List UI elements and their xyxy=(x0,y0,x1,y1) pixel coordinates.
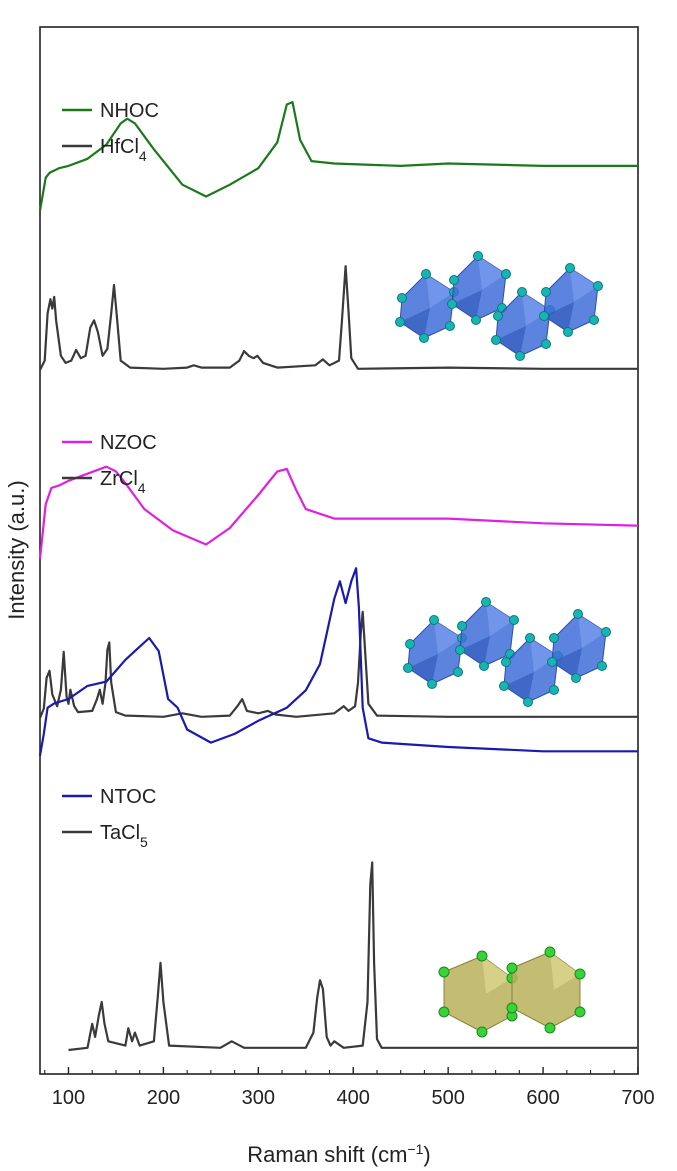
series-line-zrcl4 xyxy=(38,610,638,719)
series-line-tacl5 xyxy=(68,861,638,1052)
x-tick-label: 400 xyxy=(337,1087,370,1109)
legend-label: NTOC xyxy=(100,786,156,808)
legend-label: NHOC xyxy=(100,100,159,122)
x-tick-label: 100 xyxy=(52,1087,85,1109)
legend-layer: NHOC HfCl4 NZOC ZrCl4 NTOC TaCl5 xyxy=(62,100,159,850)
x-tick-label: 600 xyxy=(526,1087,559,1109)
series-line-nzoc xyxy=(38,465,639,559)
x-axis-title-end: ) xyxy=(423,1142,430,1167)
series-line-nhoc xyxy=(38,101,638,211)
structure-insets xyxy=(395,251,611,1038)
x-axis-title: Raman shift (cm−1) xyxy=(247,1141,430,1167)
yellow-octahedra-pair-icon xyxy=(438,946,586,1038)
spectra-layer xyxy=(38,101,639,1052)
x-tick-label: 300 xyxy=(242,1087,275,1109)
legend-label: NZOC xyxy=(100,432,157,454)
x-axis-ticks: 100 200 300 400 500 600 700 xyxy=(44,1067,655,1109)
legend-label: ZrCl4 xyxy=(100,468,146,496)
y-axis-title: Intensity (a.u.) xyxy=(4,480,29,619)
legend-label: TaCl5 xyxy=(100,822,148,850)
legend-label: HfCl4 xyxy=(100,136,147,164)
series-line-ntoc xyxy=(38,567,638,756)
x-tick-label: 700 xyxy=(621,1087,654,1109)
x-tick-label: 500 xyxy=(431,1087,464,1109)
series-line-hfcl4 xyxy=(39,265,638,371)
plot-frame xyxy=(39,26,639,1075)
x-axis-title-main: Raman shift (cm xyxy=(247,1142,407,1167)
blue-octahedra-chain-icon xyxy=(403,597,611,707)
x-tick-label: 200 xyxy=(147,1087,180,1109)
x-axis-title-sup: −1 xyxy=(407,1141,423,1157)
blue-octahedra-chain-icon xyxy=(395,251,603,361)
